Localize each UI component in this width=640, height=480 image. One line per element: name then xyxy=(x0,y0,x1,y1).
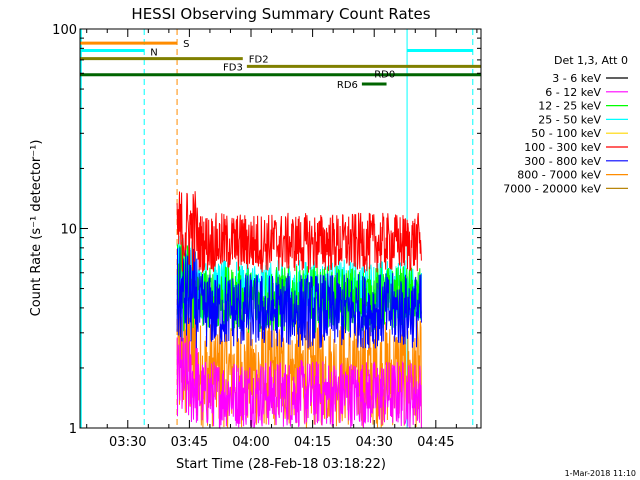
x-tick-label-2: 04:00 xyxy=(232,435,269,450)
legend-label-1: 6 - 12 keV xyxy=(545,86,601,99)
legend-label-6: 300 - 800 keV xyxy=(524,155,601,168)
legend-label-8: 7000 - 20000 keV xyxy=(503,182,601,195)
y-tick-label-2: 100 xyxy=(52,23,77,38)
flags-layer: S N FD2 FD3 RD0 RD6 xyxy=(80,39,481,91)
x-tick-label-1: 03:45 xyxy=(171,435,208,450)
series-line-1 xyxy=(176,335,422,430)
legend-label-3: 25 - 50 keV xyxy=(538,113,601,126)
y-tick-label-0: 1 xyxy=(69,422,77,437)
series-line-6 xyxy=(176,247,422,349)
footer-date: 1-Mar-2018 11:10 xyxy=(565,469,636,478)
series-line-5 xyxy=(176,191,422,273)
flag-label-6: RD6 xyxy=(337,80,358,91)
flag-label-5: RD0 xyxy=(374,70,395,81)
x-tick-label-5: 04:45 xyxy=(417,435,454,450)
flag-label-3: FD2 xyxy=(249,55,269,66)
x-tick-label-3: 04:15 xyxy=(294,435,331,450)
legend-label-5: 100 - 300 keV xyxy=(524,141,601,154)
legend-label-4: 50 - 100 keV xyxy=(531,127,601,140)
y-axis-label: Count Rate (s⁻¹ detector⁻¹) xyxy=(29,140,44,317)
x-tick-label-4: 04:30 xyxy=(355,435,392,450)
flag-label-0: S xyxy=(183,39,189,50)
x-tick-label-0: 03:30 xyxy=(109,435,146,450)
series-line-7 xyxy=(176,293,422,428)
x-axis-label: Start Time (28-Feb-18 03:18:22) xyxy=(176,457,386,472)
legend-label-0: 3 - 6 keV xyxy=(552,72,601,85)
y-tick-label-1: 10 xyxy=(60,223,77,238)
legend-label-7: 800 - 7000 keV xyxy=(517,169,601,182)
legend-title: Det 1,3, Att 0 xyxy=(554,54,628,67)
flag-label-1: N xyxy=(150,48,157,59)
flag-label-4: FD3 xyxy=(223,62,243,73)
axes-layer: 03:30 03:45 04:00 04:15 04:30 04:45 1 10 100 xyxy=(52,23,482,450)
legend-label-2: 12 - 25 keV xyxy=(538,100,601,113)
chart-title: HESSI Observing Summary Count Rates xyxy=(131,5,430,23)
